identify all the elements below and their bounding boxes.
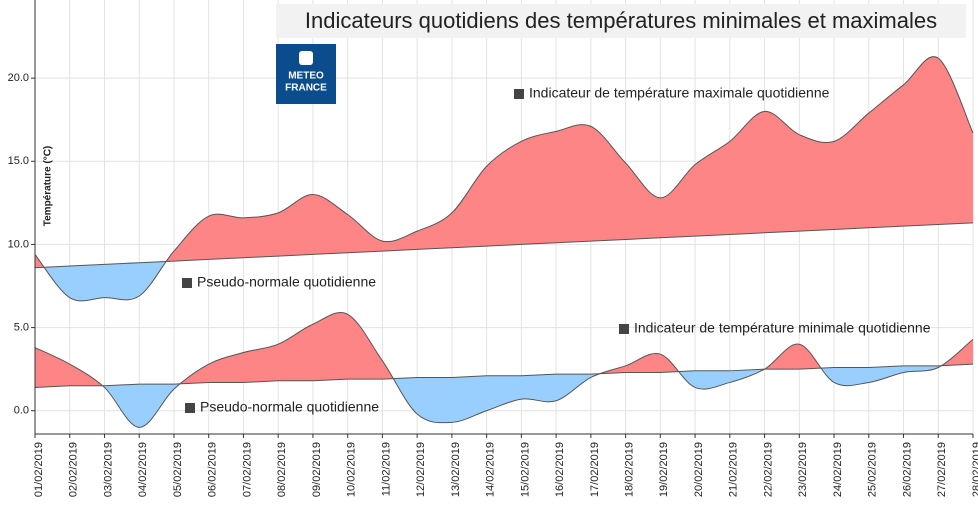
x-tick-label: 03/02/2019 <box>102 442 114 497</box>
anomaly-fill <box>35 56 973 268</box>
x-tick-label: 05/02/2019 <box>172 442 184 497</box>
x-tick-label: 20/02/2019 <box>693 442 705 497</box>
x-tick-label: 08/02/2019 <box>276 442 288 497</box>
x-tick-label: 22/02/2019 <box>762 442 774 497</box>
x-tick-label: 21/02/2019 <box>728 442 740 497</box>
legend-label: Indicateur de température maximale quoti… <box>529 85 830 101</box>
x-tick-label: 09/02/2019 <box>311 442 323 497</box>
normal-line <box>34 222 974 269</box>
x-tick-label: 18/02/2019 <box>623 442 635 497</box>
chart-title: Indicateurs quotidiens des températures … <box>305 8 937 33</box>
legend-label: Indicateur de température minimale quoti… <box>634 320 931 336</box>
x-tick-label: 07/02/2019 <box>241 442 253 497</box>
x-tick-label: 01/02/2019 <box>33 442 45 497</box>
normal-line <box>34 363 974 388</box>
legend-swatch <box>182 278 192 288</box>
logo-icon <box>299 51 313 65</box>
x-tick-label: 15/02/2019 <box>519 442 531 497</box>
y-tick-label: 10.0 <box>8 238 29 250</box>
x-tick-label: 26/02/2019 <box>901 442 913 497</box>
logo-text: FRANCE <box>285 83 327 94</box>
lines <box>34 56 974 428</box>
x-tick-label: 10/02/2019 <box>346 442 358 497</box>
indicator-line <box>34 56 974 302</box>
x-tick-label: 19/02/2019 <box>658 442 670 497</box>
x-tick-label: 16/02/2019 <box>554 442 566 497</box>
legend-swatch <box>185 403 195 413</box>
logo: METEO FRANCE <box>276 44 336 104</box>
x-tick-label: 23/02/2019 <box>797 442 809 497</box>
axes: 0.0 5.0 10.0 15.0 20.0 01/02/2019 02/02/2019 03… <box>8 0 978 497</box>
x-tick-label: 28/02/2019 <box>971 442 978 497</box>
legend-label: Pseudo-normale quotidienne <box>200 399 379 415</box>
x-tick-label: 14/02/2019 <box>485 442 497 497</box>
x-tick-label: 04/02/2019 <box>137 442 149 497</box>
x-tick-label: 13/02/2019 <box>450 442 462 497</box>
y-tick-label: 0.0 <box>14 405 29 417</box>
legend-swatch <box>514 89 524 99</box>
x-tick-label: 11/02/2019 <box>380 442 392 496</box>
x-tick-label: 27/02/2019 <box>936 442 948 497</box>
anomaly-fill <box>35 312 973 388</box>
x-tick-label: 02/02/2019 <box>68 442 80 497</box>
labels: Indicateur de température maximale quoti… <box>182 85 931 415</box>
plot: 0.0 5.0 10.0 15.0 20.0 01/02/2019 02/02/2019 03… <box>8 0 978 497</box>
y-tick-label: 5.0 <box>14 321 29 333</box>
fills <box>35 56 973 428</box>
y-tick-label: 20.0 <box>8 72 29 84</box>
indicator-line <box>34 312 974 428</box>
legend-label: Pseudo-normale quotidienne <box>197 274 376 290</box>
logo-text: METEO <box>288 71 324 82</box>
x-tick-label: 24/02/2019 <box>832 442 844 497</box>
title-box <box>276 4 966 38</box>
y-tick-label: 15.0 <box>8 155 29 167</box>
x-tick-label: 06/02/2019 <box>207 442 219 497</box>
x-tick-label: 12/02/2019 <box>415 442 427 497</box>
x-tick-label: 17/02/2019 <box>589 442 601 497</box>
x-tick-label: 25/02/2019 <box>867 442 879 497</box>
legend-swatch <box>619 324 629 334</box>
y-axis-label: Température (°C) <box>43 146 54 227</box>
